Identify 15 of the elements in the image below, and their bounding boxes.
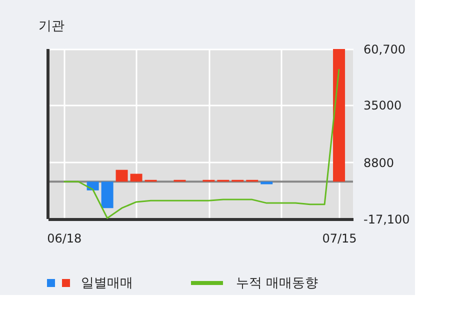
bar [260, 182, 273, 184]
y-tick-label: 8800 [364, 156, 394, 170]
y-tick-label: 35000 [364, 98, 402, 113]
x-tick-label: 07/15 [322, 232, 357, 246]
y-tick-label: 60,700 [364, 42, 406, 56]
bar [116, 170, 128, 182]
bar [333, 49, 346, 182]
bar [101, 182, 114, 208]
bar [130, 174, 142, 182]
chart-title: 기관 [38, 19, 64, 34]
legend-label: 누적 매매동향 [236, 276, 318, 291]
y-tick-label: -17,100 [364, 212, 410, 226]
legend-label: 일별매매 [81, 276, 133, 291]
line-series [63, 68, 340, 219]
x-tick-label: 06/18 [47, 232, 82, 246]
